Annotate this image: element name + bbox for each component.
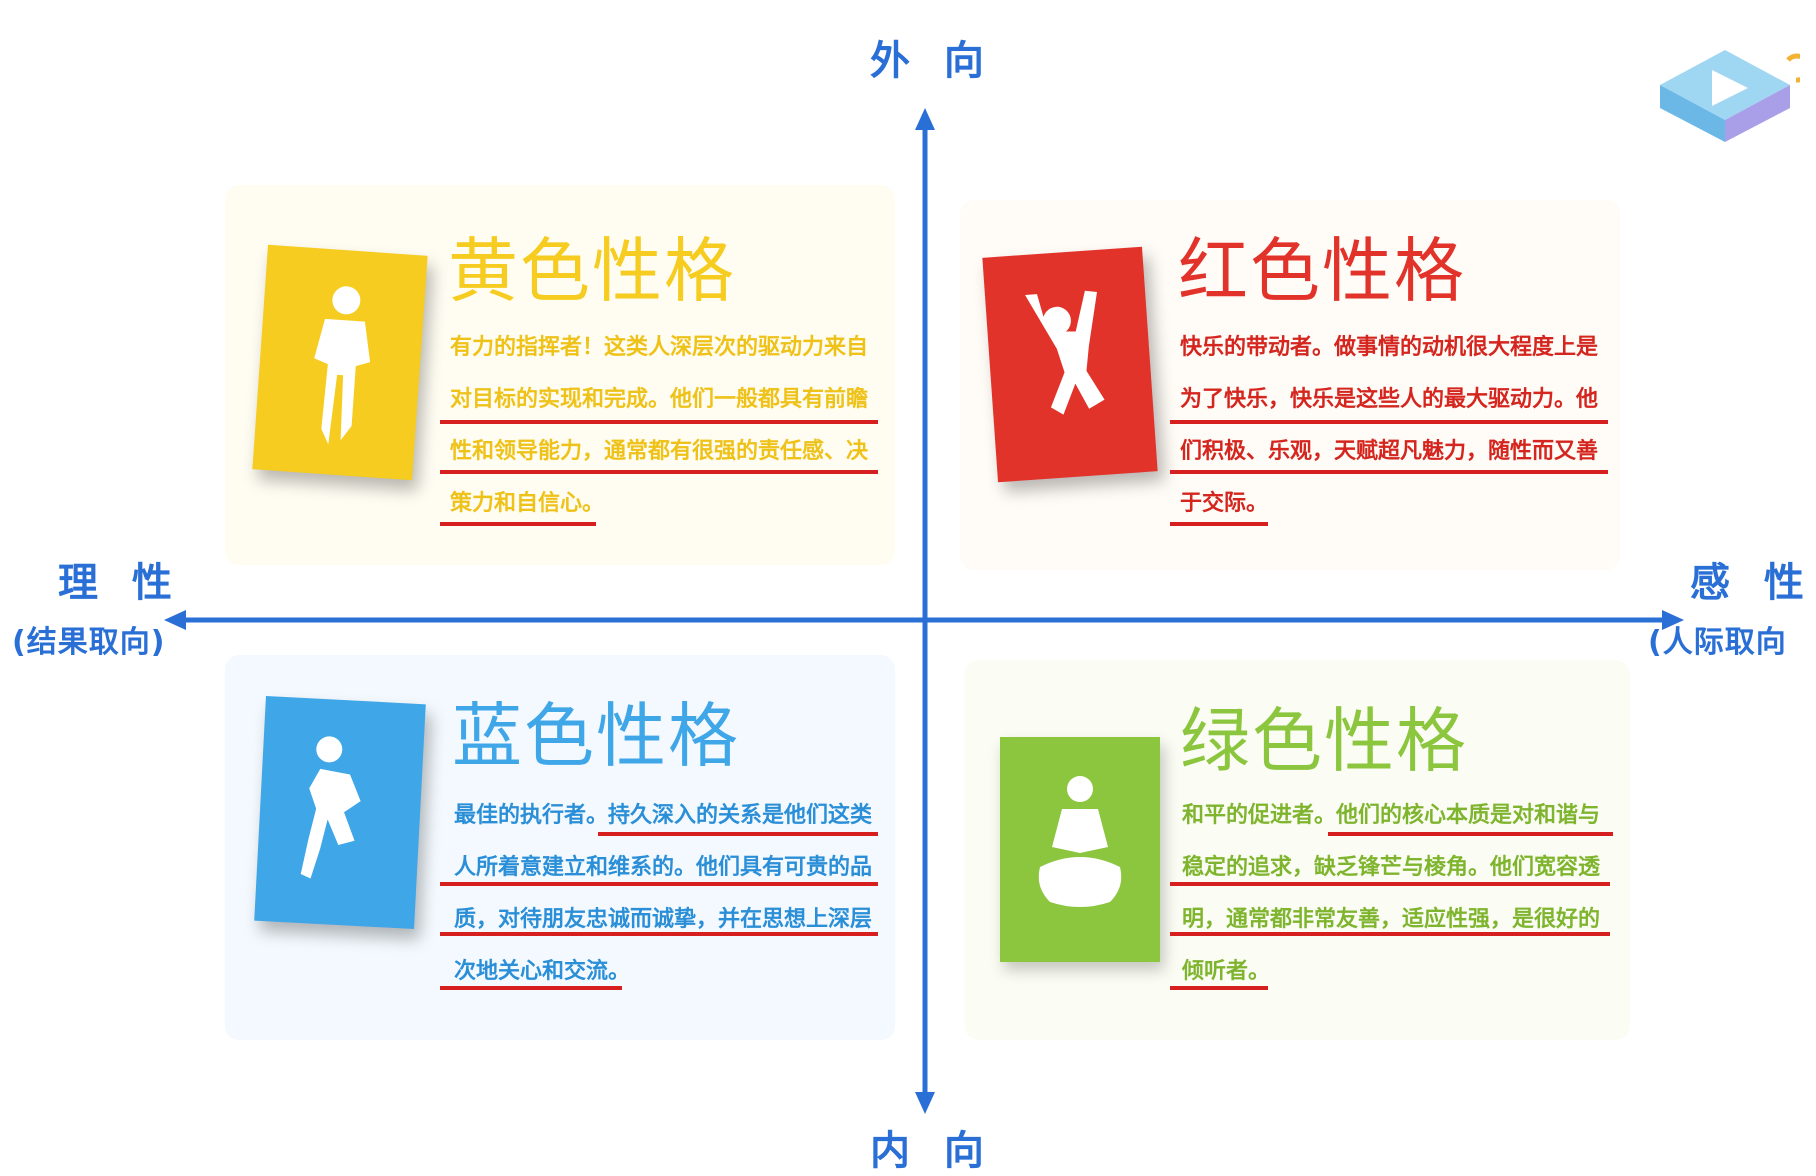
axis-bottom-label: 内 向 [870, 1128, 994, 1174]
quadrant-green-description: 和平的促进者。他们的核心本质是对和谐与稳定的追求，缺乏锋芒与棱角。他们宽容透明，… [1182, 803, 1601, 984]
standing-person-icon [252, 244, 428, 481]
meditating-person-icon [1000, 737, 1160, 962]
axis-left-label: 理 性 [58, 560, 182, 606]
quadrant-blue-description: 最佳的执行者。持久深入的关系是他们这类人所着意建立和维系的。他们具有可贵的品质，… [454, 803, 873, 984]
axis-top-label: 外 向 [870, 38, 994, 84]
axis-right-sublabel: (人际取向 [1648, 625, 1787, 660]
underline [1170, 932, 1610, 936]
jumping-person-icon [982, 246, 1158, 483]
quadrant-yellow-title: 黄色性格 [448, 230, 736, 312]
underline [1170, 420, 1608, 424]
quadrant-green-title: 绿色性格 [1180, 700, 1468, 782]
underline [440, 522, 596, 526]
quadrant-red-description: 快乐的带动者。做事情的动机很大程度上是为了快乐，快乐是这些人的最大驱动力。他们积… [1180, 335, 1599, 516]
underline [1170, 986, 1268, 990]
underline [440, 986, 622, 990]
underline [1170, 522, 1268, 526]
underline [440, 932, 878, 936]
axis-right-label: 感 性 [1690, 560, 1814, 606]
underline [440, 882, 878, 886]
thinking-person-icon [254, 695, 426, 930]
arrow-up [915, 108, 935, 130]
quadrant-yellow-description: 有力的指挥者！这类人深层次的驱动力来自对目标的实现和完成。他们一般都具有前瞻性和… [450, 335, 869, 516]
underline [1170, 882, 1610, 886]
underline [1328, 832, 1613, 836]
underline [440, 470, 878, 474]
arrow-left [164, 610, 186, 630]
axis-left-sublabel: (结果取向) [12, 625, 166, 660]
arrow-down [915, 1092, 935, 1114]
quadrant-blue-title: 蓝色性格 [452, 695, 740, 777]
underline [1170, 470, 1608, 474]
quadrant-red-title: 红色性格 [1178, 230, 1466, 312]
arrow-right [1662, 610, 1684, 630]
underline [598, 832, 878, 836]
underline [440, 420, 878, 424]
